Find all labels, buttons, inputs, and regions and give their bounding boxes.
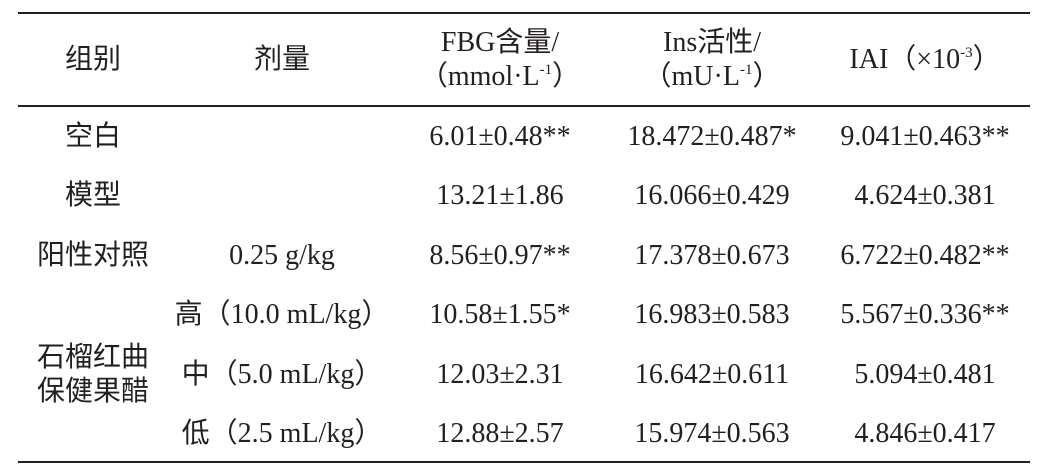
value-cell: 16.983±0.583 <box>634 298 789 332</box>
value: 13.21±1.86 <box>436 180 564 212</box>
value: 12.03±2.31 <box>436 358 564 390</box>
value: 16.066±0.429 <box>634 180 790 212</box>
value: 12.88±2.57 <box>436 418 564 449</box>
header-cell: Ins活性/（mU·L-1） <box>644 26 781 94</box>
value: 18.472±0.487* <box>627 121 797 152</box>
header-cell: 组别 <box>65 43 121 77</box>
value-cell: 16.642±0.611 <box>635 358 789 392</box>
value-cell: 8.56±0.97** <box>429 239 570 273</box>
value-cell: 9.041±0.463** <box>840 120 1009 154</box>
dose-cell: 高（10.0 mL/kg） <box>175 298 390 332</box>
header-unit: （mmol·L <box>419 61 540 92</box>
value: 5.094±0.481 <box>854 358 996 390</box>
value-cell: 13.21±1.86 <box>436 179 563 213</box>
header-cell: FBG含量/（mmol·L-1） <box>420 26 580 94</box>
value-cell: 15.974±0.563 <box>634 417 789 451</box>
value: 4.624±0.381 <box>854 180 996 212</box>
dose: 高（10.0 mL/kg） <box>174 299 390 331</box>
value-cell: 17.378±0.673 <box>634 239 789 273</box>
group-line: 空白 <box>64 121 122 152</box>
value-cell: 6.01±0.48** <box>429 120 570 154</box>
value-cell: 12.03±2.31 <box>436 358 563 392</box>
value: 6.722±0.482** <box>840 239 1010 271</box>
header-text: IAI（×10 <box>849 44 961 75</box>
header-text: Ins活性/ <box>662 27 762 58</box>
header-text: 剂量 <box>253 44 311 75</box>
header-cell: 剂量 <box>254 43 310 77</box>
value: 16.642±0.611 <box>634 358 790 390</box>
bottom-rule <box>18 461 1030 463</box>
value: 17.378±0.673 <box>634 239 790 271</box>
header-unit-end: ） <box>552 61 581 92</box>
header-text: 组别 <box>64 44 122 75</box>
value: 4.846±0.417 <box>854 418 996 449</box>
value-cell: 5.567±0.336** <box>840 298 1009 332</box>
value-cell: 10.58±1.55* <box>429 298 570 332</box>
dose: 低（2.5 mL/kg） <box>181 418 383 449</box>
group-name: 阳性对照 <box>37 239 149 273</box>
group-line: 石榴红曲 <box>36 341 150 373</box>
value-cell: 5.094±0.481 <box>854 358 995 392</box>
value-cell: 12.88±2.57 <box>436 417 563 451</box>
header-text: FBG含量/ <box>440 27 560 58</box>
dose-cell: 中（5.0 mL/kg） <box>182 358 383 392</box>
header-sup: -1 <box>739 62 753 78</box>
value: 6.01±0.48** <box>429 121 571 152</box>
header-rule <box>18 105 1030 107</box>
group-name: 空白 <box>65 120 121 154</box>
value: 15.974±0.563 <box>634 418 790 449</box>
group-name: 模型 <box>65 179 121 213</box>
header-unit-end: ） <box>972 44 1001 75</box>
group-name: 石榴红曲 保健果醋 <box>37 341 149 409</box>
group-line: 模型 <box>64 180 122 212</box>
value: 16.983±0.583 <box>634 299 790 331</box>
value: 5.567±0.336** <box>840 299 1010 331</box>
dose-cell: 0.25 g/kg <box>229 239 335 273</box>
value-cell: 18.472±0.487* <box>627 120 796 154</box>
dose-cell: 低（2.5 mL/kg） <box>182 417 383 451</box>
header-sup: -1 <box>539 62 553 78</box>
group-line: 保健果醋 <box>36 375 150 407</box>
top-rule <box>18 12 1030 14</box>
header-unit: （mU·L <box>643 61 740 92</box>
header-unit-end: ） <box>752 61 781 92</box>
value-cell: 4.624±0.381 <box>854 179 995 213</box>
header-cell: IAI（×10-3） <box>849 43 1000 77</box>
value: 8.56±0.97** <box>429 239 571 271</box>
value: 9.041±0.463** <box>840 121 1010 152</box>
group-line: 阳性对照 <box>36 239 150 271</box>
value-cell: 6.722±0.482** <box>840 239 1009 273</box>
value: 10.58±1.55* <box>429 299 571 331</box>
header-sup: -3 <box>960 45 973 61</box>
dose: 0.25 g/kg <box>229 239 335 271</box>
value-cell: 4.846±0.417 <box>854 417 995 451</box>
value-cell: 16.066±0.429 <box>634 179 789 213</box>
dose: 中（5.0 mL/kg） <box>181 358 383 390</box>
